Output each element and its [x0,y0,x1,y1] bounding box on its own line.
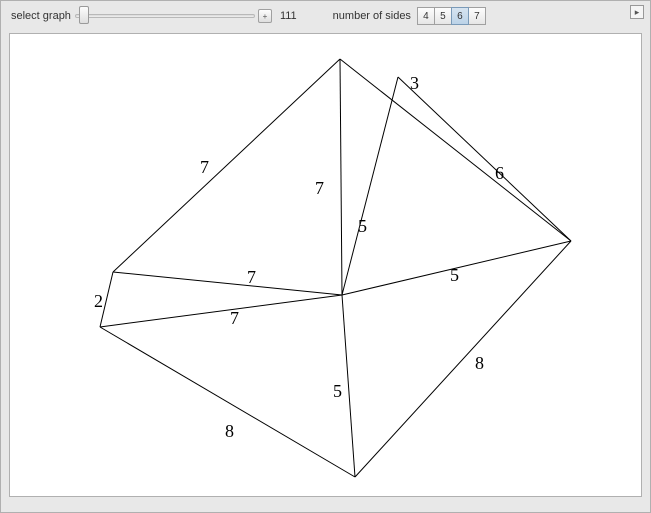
svg-text:7: 7 [315,178,324,198]
sides-label: number of sides [333,10,411,22]
slider-rail [75,14,255,18]
svg-text:6: 6 [495,163,504,183]
svg-text:5: 5 [333,381,342,401]
slider-label: select graph [11,10,71,22]
svg-text:8: 8 [475,353,484,373]
svg-text:3: 3 [410,73,419,93]
sides-option-7[interactable]: 7 [468,7,486,25]
slider-thumb[interactable] [79,6,89,24]
demo-frame: ▸ select graph + 111 number of sides 4 5… [0,0,651,513]
svg-text:2: 2 [94,291,103,311]
sides-option-4[interactable]: 4 [417,7,435,25]
graph-canvas: 7 7 5 7 2 7 8 5 8 3 5 6 [9,33,642,497]
controls-row: select graph + 111 number of sides 4 5 6… [1,1,650,29]
slider-plus-icon[interactable]: + [258,9,272,23]
svg-text:7: 7 [230,308,239,328]
svg-text:7: 7 [247,267,256,287]
sides-setter: 4 5 6 7 [417,7,486,25]
svg-text:7: 7 [200,157,209,177]
slider[interactable]: + [75,8,272,24]
sides-option-5[interactable]: 5 [434,7,452,25]
slider-group: select graph + 111 [11,8,297,24]
slider-value: 111 [280,10,297,22]
expand-icon[interactable]: ▸ [630,5,644,19]
sides-option-6[interactable]: 6 [451,7,469,25]
svg-text:5: 5 [450,265,459,285]
svg-text:5: 5 [358,216,367,236]
graph-svg: 7 7 5 7 2 7 8 5 8 3 5 6 [10,34,641,496]
slider-track[interactable] [75,8,255,24]
svg-text:8: 8 [225,421,234,441]
